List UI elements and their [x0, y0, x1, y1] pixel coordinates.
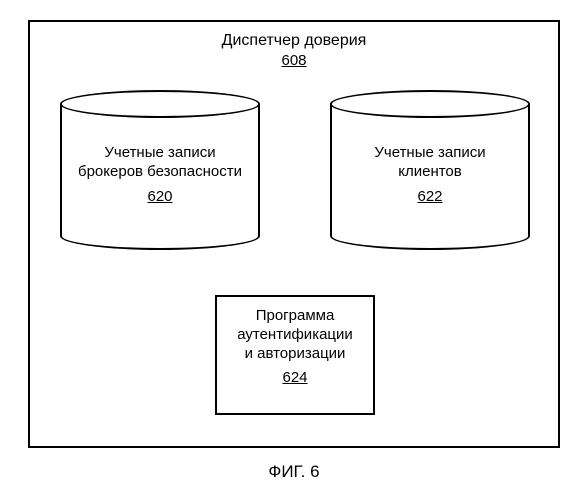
trust-manager-title-block: Диспетчер доверия 608 — [30, 32, 558, 69]
auth-label-line2: аутентификации — [217, 326, 373, 345]
auth-label-line3: и авторизации — [217, 345, 373, 364]
trust-manager-title: Диспетчер доверия — [30, 32, 558, 50]
cylinder-bottom — [330, 236, 530, 250]
figure-caption: ФИГ. 6 — [0, 462, 588, 482]
cylinder-bottom — [60, 236, 260, 250]
cylinder-label-line1: Учетные записи — [330, 144, 530, 163]
cylinder-ref: 622 — [330, 188, 530, 207]
trust-manager-ref: 608 — [30, 52, 558, 69]
diagram-canvas: Диспетчер доверия 608 Учетные записи бро… — [0, 0, 588, 500]
auth-program-label-block: Программа аутентификации и авторизации 6… — [217, 297, 373, 388]
cylinder-top — [60, 90, 260, 118]
cylinder-label-line2: брокеров безопасности — [60, 163, 260, 182]
auth-program-box: Программа аутентификации и авторизации 6… — [215, 295, 375, 415]
cylinder-label-block: Учетные записи клиентов 622 — [330, 144, 530, 206]
cylinder-security-brokers: Учетные записи брокеров безопасности 620 — [60, 90, 260, 250]
cylinder-clients: Учетные записи клиентов 622 — [330, 90, 530, 250]
auth-ref: 624 — [217, 369, 373, 388]
cylinder-label-line1: Учетные записи — [60, 144, 260, 163]
cylinder-label-line2: клиентов — [330, 163, 530, 182]
auth-label-line1: Программа — [217, 307, 373, 326]
cylinder-ref: 620 — [60, 188, 260, 207]
cylinder-top — [330, 90, 530, 118]
cylinder-label-block: Учетные записи брокеров безопасности 620 — [60, 144, 260, 206]
